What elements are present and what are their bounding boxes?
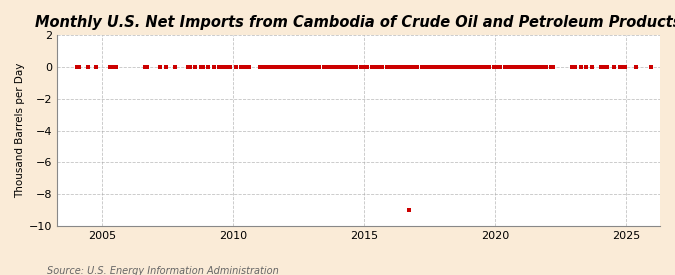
Y-axis label: Thousand Barrels per Day: Thousand Barrels per Day	[15, 63, 25, 198]
Title: Monthly U.S. Net Imports from Cambodia of Crude Oil and Petroleum Products: Monthly U.S. Net Imports from Cambodia o…	[36, 15, 675, 30]
Text: Source: U.S. Energy Information Administration: Source: U.S. Energy Information Administ…	[47, 266, 279, 275]
